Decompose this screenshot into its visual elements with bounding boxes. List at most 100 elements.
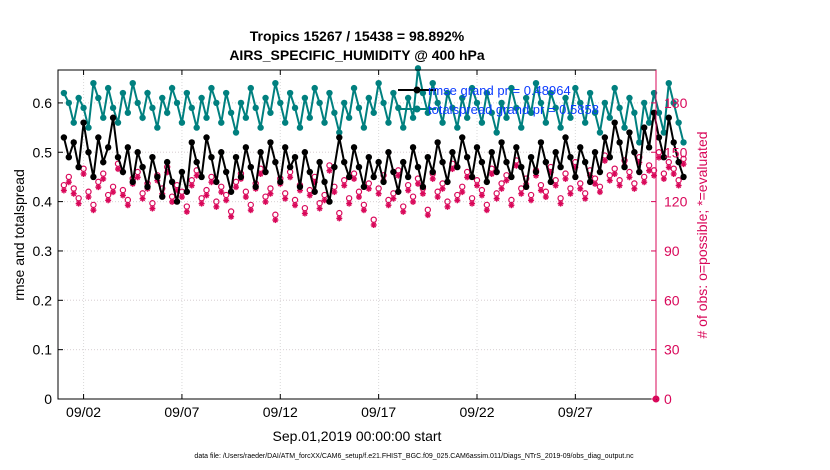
totalspread-point bbox=[601, 99, 609, 107]
rmse-point bbox=[321, 178, 328, 186]
rmse-point bbox=[518, 163, 525, 171]
totalspread-point bbox=[208, 84, 215, 92]
obs-evaluated-point bbox=[596, 189, 603, 196]
rmse-point bbox=[636, 168, 643, 176]
obs-evaluated-point bbox=[508, 202, 515, 209]
rmse-point bbox=[355, 163, 363, 171]
left-y-tick-label: 0 bbox=[44, 391, 52, 407]
rmse-point bbox=[257, 149, 264, 156]
rmse-point bbox=[478, 158, 486, 166]
rmse-point bbox=[626, 129, 633, 136]
totalspread-point bbox=[409, 114, 417, 121]
rmse-point bbox=[498, 139, 505, 146]
totalspread-point bbox=[365, 94, 373, 102]
rmse-point bbox=[218, 149, 225, 156]
rmse-point bbox=[404, 173, 412, 181]
obs-evaluated-point bbox=[390, 195, 397, 202]
obs-evaluated-point bbox=[80, 170, 87, 177]
totalspread-point bbox=[631, 109, 638, 116]
totalspread-point bbox=[168, 84, 176, 92]
rmse-point bbox=[198, 173, 205, 181]
totalspread-point bbox=[449, 104, 456, 112]
rmse-point bbox=[350, 144, 358, 151]
rmse-point bbox=[114, 153, 122, 161]
totalspread-point bbox=[159, 94, 166, 102]
totalspread-point bbox=[232, 129, 240, 136]
totalspread-point bbox=[567, 114, 574, 121]
rmse-point bbox=[503, 158, 510, 166]
obs-evaluated-point bbox=[139, 195, 146, 202]
obs-evaluated-point bbox=[247, 207, 254, 214]
rmse-point bbox=[286, 163, 294, 171]
obs-evaluated-point bbox=[385, 202, 392, 209]
rmse-point bbox=[414, 163, 422, 171]
obs-evaluated-point bbox=[444, 203, 451, 210]
totalspread-point bbox=[473, 99, 481, 107]
totalspread-point bbox=[218, 119, 225, 126]
totalspread-point bbox=[390, 89, 397, 97]
totalspread-point bbox=[636, 139, 643, 146]
obs-evaluated-point bbox=[670, 170, 677, 177]
rmse-point bbox=[488, 149, 495, 156]
obs-evaluated-point bbox=[203, 192, 210, 199]
rmse-point bbox=[311, 188, 318, 195]
rmse-point bbox=[277, 178, 284, 186]
left-y-tick-label: 0.3 bbox=[33, 243, 53, 259]
obs-evaluated-point bbox=[424, 212, 431, 219]
totalspread-point bbox=[267, 109, 274, 116]
totalspread-point bbox=[227, 109, 235, 116]
x-tick-label: 09/17 bbox=[361, 404, 396, 420]
totalspread-point bbox=[675, 119, 682, 126]
rmse-point bbox=[434, 139, 441, 146]
rmse-point bbox=[439, 158, 446, 166]
rmse-point bbox=[680, 173, 687, 181]
totalspread-point bbox=[213, 99, 220, 107]
rmse-point bbox=[409, 144, 417, 151]
rmse-point bbox=[542, 158, 550, 166]
obs-evaluated-point bbox=[395, 172, 402, 179]
obs-evaluated-point bbox=[75, 200, 82, 207]
totalspread-point bbox=[247, 84, 254, 92]
totalspread-point bbox=[291, 104, 299, 112]
totalspread-point bbox=[203, 114, 210, 121]
obs-evaluated-point bbox=[680, 161, 687, 168]
totalspread-series bbox=[60, 65, 687, 146]
rmse-point bbox=[419, 183, 427, 191]
rmse-point bbox=[365, 153, 373, 161]
obs-evaluated-point bbox=[582, 195, 589, 202]
x-tick-label: 09/27 bbox=[558, 404, 593, 420]
obs-evaluated-point bbox=[483, 207, 490, 214]
rmse-point bbox=[577, 144, 584, 151]
totalspread-point bbox=[395, 104, 402, 112]
rmse-point bbox=[640, 124, 648, 131]
totalspread-point bbox=[645, 119, 653, 126]
rmse-point bbox=[360, 183, 368, 191]
obs-evaluated-point bbox=[459, 189, 466, 196]
totalspread-point bbox=[193, 124, 200, 131]
totalspread-point bbox=[400, 124, 407, 131]
obs-evaluated-point bbox=[228, 213, 235, 220]
rmse-point bbox=[301, 149, 309, 156]
obs-evaluated-point bbox=[282, 195, 289, 202]
rmse-point bbox=[532, 168, 540, 176]
obs-evaluated-point bbox=[660, 175, 667, 182]
totalspread-point bbox=[109, 104, 117, 112]
obs-evaluated-point bbox=[473, 182, 480, 189]
rmse-point bbox=[306, 168, 313, 176]
rmse-point bbox=[345, 173, 353, 181]
rmse-point bbox=[85, 149, 92, 156]
rmse-point bbox=[463, 153, 471, 161]
totalspread-point bbox=[532, 79, 540, 87]
totalspread-point bbox=[586, 89, 594, 97]
obs-evaluated-point bbox=[410, 198, 417, 205]
totalspread-point bbox=[114, 119, 122, 126]
rmse-point bbox=[282, 144, 289, 151]
rmse-point bbox=[262, 168, 269, 176]
obs-evaluated-point bbox=[336, 215, 343, 222]
chart-title-line2: AIRS_SPECIFIC_HUMIDITY @ 400 hPa bbox=[229, 47, 485, 63]
totalspread-point bbox=[439, 119, 446, 126]
obs-evaluated-point bbox=[493, 195, 500, 202]
totalspread-point bbox=[198, 94, 205, 102]
totalspread-point bbox=[321, 119, 328, 126]
rmse-point bbox=[459, 134, 466, 141]
